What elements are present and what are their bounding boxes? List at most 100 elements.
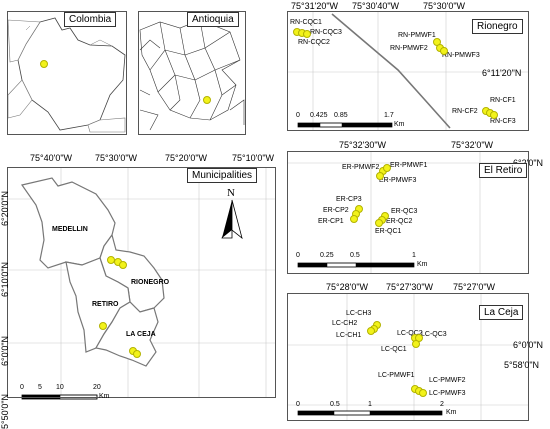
antioquia-title: Antioquia — [187, 12, 239, 27]
municipalities-title: Municipalities — [187, 168, 258, 183]
rionegro-scale-unit: Km — [394, 121, 405, 128]
rionegro-road — [331, 13, 451, 129]
main-scale-5: 5 — [38, 384, 42, 391]
label-lc-qc1: LC-QC1 — [381, 346, 407, 353]
site-point-er-pmwf3 — [376, 172, 384, 180]
site-point-retiro — [99, 322, 107, 330]
retiro-panel — [287, 151, 529, 274]
label-rn-pmwf3: RN-PMWF3 — [442, 52, 480, 59]
label-er-pmwf3: ER-PMWF3 — [379, 177, 417, 184]
site-point-rn-cf3 — [490, 111, 498, 119]
label-rionegro: RIONEGRO — [131, 279, 170, 286]
main-left-tick-4: 5°50'0"N — [0, 393, 10, 429]
laceja-panel — [287, 293, 529, 421]
label-retiro: RETIRO — [92, 301, 119, 308]
label-rn-cqc1: RN-CQC1 — [290, 19, 322, 26]
rionegro-panel — [287, 11, 529, 131]
site-point-rionegro-3 — [119, 261, 127, 269]
label-er-qc3: ER-QC3 — [391, 208, 418, 215]
rionegro-scale-bar — [297, 122, 393, 128]
rionegro-scale-0425: 0.425 — [310, 112, 328, 119]
municipality-boundaries — [20, 177, 165, 367]
main-scale-20: 20 — [93, 384, 101, 391]
laceja-scale-1: 1 — [368, 401, 372, 408]
main-left-tick-3: 6°0'0"N — [0, 335, 10, 366]
label-lc-pmwf3: LC-PMWF3 — [429, 390, 466, 397]
laceja-top-tick-2: 75°27'30"W — [386, 282, 434, 292]
site-point-rn-pmwf3 — [440, 47, 448, 55]
laceja-scale-2: 2 — [440, 401, 444, 408]
laceja-top-tick-1: 75°28'0"W — [326, 282, 369, 292]
label-lc-pmwf2: LC-PMWF2 — [429, 377, 466, 384]
label-lc-ch3: LC-CH3 — [346, 310, 372, 317]
laceja-right-tick-1: 6°0'0"N — [513, 340, 544, 350]
main-top-tick-3: 75°20'0"W — [165, 153, 208, 163]
label-rn-cqc2: RN-CQC2 — [298, 39, 330, 46]
main-scale-10: 10 — [56, 384, 64, 391]
rionegro-top-tick-3: 75°30'0"W — [423, 1, 466, 11]
site-point-er-qc1 — [375, 219, 383, 227]
rionegro-top-tick-1: 75°31'20"W — [291, 1, 339, 11]
label-medellin: MEDELLIN — [52, 226, 88, 233]
laceja-scale-0: 0 — [296, 401, 300, 408]
label-er-cp1: ER-CP1 — [318, 218, 344, 225]
retiro-top-tick-2: 75°32'0"W — [451, 140, 494, 150]
laceja-top-tick-3: 75°27'0"W — [453, 282, 496, 292]
label-lc-qc2: LC-QC2 — [397, 330, 423, 337]
site-point-laceja-2 — [133, 350, 141, 358]
north-arrow-icon — [221, 199, 243, 240]
label-er-cp2: ER-CP2 — [323, 207, 349, 214]
retiro-scale-0: 0 — [296, 252, 300, 259]
main-left-tick-2: 6°10'0"N — [0, 261, 10, 297]
label-lc-ch1: LC-CH1 — [336, 332, 362, 339]
retiro-top-tick-1: 75°32'30"W — [339, 140, 387, 150]
label-er-pmwf1: ER-PMWF1 — [390, 162, 428, 169]
retiro-right-tick: 6°2'0"N — [513, 158, 544, 168]
main-top-tick-1: 75°40'0"W — [30, 153, 73, 163]
rionegro-scale-17: 1.7 — [384, 112, 394, 119]
site-point-rn-cqc2 — [303, 30, 311, 38]
main-scale-0: 0 — [20, 384, 24, 391]
label-er-pmwf2: ER-PMWF2 — [342, 164, 380, 171]
site-point-antioquia — [203, 96, 211, 104]
rionegro-right-tick: 6°11'20"N — [482, 68, 522, 78]
label-rn-cf1: RN-CF1 — [490, 97, 516, 104]
retiro-scale-unit: Km — [417, 261, 428, 268]
laceja-scale-bar — [297, 410, 443, 416]
rionegro-grid — [288, 12, 528, 130]
retiro-scale-05: 0.5 — [350, 252, 360, 259]
north-label: N — [227, 187, 235, 199]
main-scale-unit: Km — [99, 393, 110, 400]
rionegro-title: Rionegro — [472, 19, 523, 34]
rionegro-scale-0: 0 — [296, 112, 300, 119]
main-top-tick-2: 75°30'0"W — [95, 153, 138, 163]
retiro-title: El Retiro — [479, 163, 528, 178]
colombia-inset-shape — [7, 17, 126, 133]
laceja-right-tick-2: 5°58'0"N — [504, 360, 540, 370]
label-la-ceja: LA CEJA — [126, 331, 156, 338]
laceja-title: La Ceja — [479, 305, 524, 320]
label-rn-pmwf2: RN-PMWF2 — [390, 45, 428, 52]
label-lc-pmwf1: LC-PMWF1 — [378, 372, 415, 379]
label-lc-qc3: LC-QC3 — [421, 331, 447, 338]
rionegro-top-tick-2: 75°30'40"W — [352, 1, 400, 11]
label-er-qc2: ER-QC2 — [386, 218, 413, 225]
rionegro-scale-085: 0.85 — [334, 112, 348, 119]
label-rn-pmwf1: RN-PMWF1 — [398, 32, 436, 39]
main-left-tick-1: 6°20'0"N — [0, 190, 10, 226]
label-er-cp3: ER-CP3 — [336, 196, 362, 203]
retiro-scale-025: 0.25 — [320, 252, 334, 259]
laceja-scale-05: 0.5 — [330, 401, 340, 408]
colombia-title: Colombia — [64, 12, 117, 27]
label-rn-cf3: RN-CF3 — [490, 118, 516, 125]
site-point-colombia — [40, 60, 48, 68]
label-rn-cf2: RN-CF2 — [452, 108, 478, 115]
retiro-scale-bar — [297, 262, 415, 268]
colombia-panel — [7, 11, 127, 135]
site-point-lc-qc1 — [412, 340, 420, 348]
site-point-lc-ch1 — [367, 327, 375, 335]
main-top-tick-4: 75°10'0"W — [232, 153, 275, 163]
laceja-scale-unit: Km — [446, 409, 457, 416]
municipalities-panel — [7, 167, 276, 398]
